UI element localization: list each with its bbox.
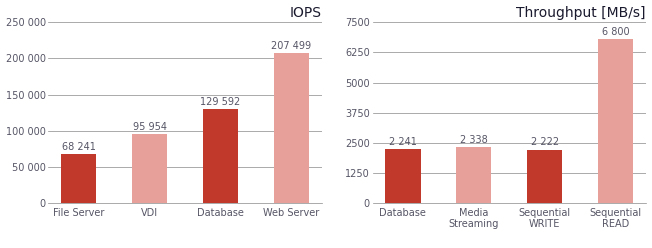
Text: 2 241: 2 241	[389, 137, 417, 147]
Text: 68 241: 68 241	[62, 142, 96, 152]
Bar	[203, 109, 238, 203]
Bar	[274, 53, 309, 203]
Text: 6 800: 6 800	[602, 27, 629, 37]
Bar	[598, 39, 633, 203]
Text: 2 222: 2 222	[531, 137, 559, 148]
Bar	[61, 154, 96, 203]
Bar	[456, 147, 492, 203]
Text: IOPS: IOPS	[289, 5, 321, 20]
Text: 2 338: 2 338	[460, 135, 488, 145]
Text: 129 592: 129 592	[200, 97, 241, 107]
Bar	[385, 149, 421, 203]
Text: 95 954: 95 954	[132, 122, 166, 132]
Bar	[527, 150, 563, 203]
Text: Throughput [MB/s]: Throughput [MB/s]	[516, 5, 645, 20]
Bar	[132, 134, 168, 203]
Text: 207 499: 207 499	[271, 41, 312, 51]
